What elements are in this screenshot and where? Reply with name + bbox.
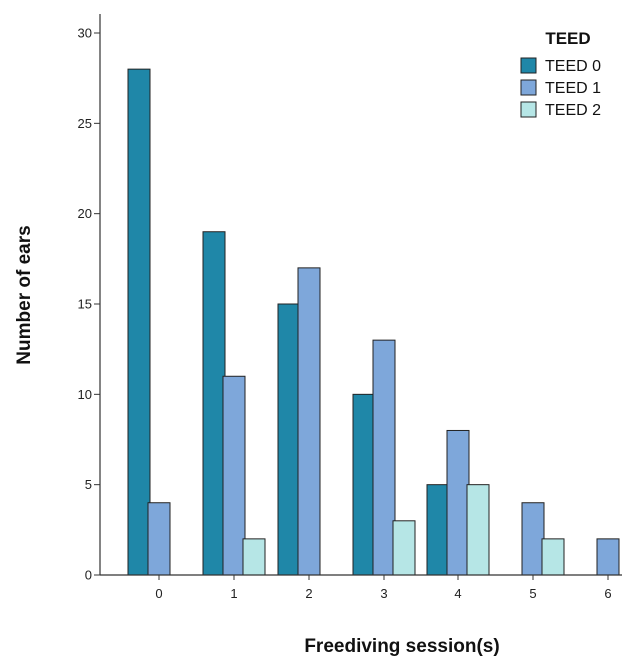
- bar-teed-1-cat-3: [372, 339, 396, 576]
- x-tick-label-1: 1: [230, 586, 237, 601]
- legend-label-teed-0: TEED 0: [545, 58, 601, 75]
- y-tick-label-5: 5: [85, 477, 92, 492]
- x-ticks: 0 1 2 3 4 5 6: [155, 575, 612, 601]
- bar-teed-0-cat-3: [352, 393, 376, 576]
- bar-teed-1-cat-2: [297, 267, 321, 576]
- bar-teed-0-cat-2: [277, 303, 301, 576]
- bar-teed-2-cat-3: [392, 520, 416, 576]
- y-tick-label-30: 30: [78, 26, 92, 41]
- bar-teed-2-cat-5: [541, 538, 565, 576]
- y-ticks: 0 5 10 15 20 25 30: [78, 26, 100, 583]
- bar-teed-1-cat-5: [521, 502, 545, 576]
- y-tick-label-20: 20: [78, 206, 92, 221]
- legend-label-teed-1: TEED 1: [545, 80, 601, 97]
- bars-layer: [127, 68, 620, 576]
- x-tick-label-0: 0: [155, 586, 162, 601]
- legend: TEED TEED 0 TEED 1 TEED 2: [520, 29, 601, 119]
- bar-teed-0-cat-4: [426, 484, 450, 576]
- legend-title: TEED: [545, 29, 590, 48]
- bar-teed-0-cat-0: [127, 68, 151, 576]
- y-tick-label-15: 15: [78, 297, 92, 312]
- x-tick-label-4: 4: [454, 586, 461, 601]
- y-axis-title: Number of ears: [14, 225, 35, 364]
- bar-teed-1-cat-0: [147, 502, 171, 576]
- legend-swatch-teed-2: [520, 101, 537, 118]
- bar-teed-2-cat-4: [466, 484, 490, 576]
- y-tick-label-10: 10: [78, 387, 92, 402]
- legend-label-teed-2: TEED 2: [545, 102, 601, 119]
- x-tick-label-5: 5: [529, 586, 536, 601]
- bar-teed-2-cat-1: [242, 538, 266, 576]
- legend-swatch-teed-1: [520, 79, 537, 96]
- x-tick-label-6: 6: [604, 586, 611, 601]
- bar-teed-1-cat-6: [596, 538, 620, 576]
- bar-teed-0-cat-1: [202, 231, 226, 576]
- legend-swatch-teed-0: [520, 57, 537, 74]
- y-tick-label-0: 0: [85, 568, 92, 583]
- bar-teed-1-cat-4: [446, 429, 470, 576]
- y-tick-label-25: 25: [78, 116, 92, 131]
- x-axis-title: Freediving session(s): [304, 636, 499, 657]
- x-tick-label-3: 3: [380, 586, 387, 601]
- bar-teed-1-cat-1: [222, 375, 246, 576]
- x-tick-label-2: 2: [305, 586, 312, 601]
